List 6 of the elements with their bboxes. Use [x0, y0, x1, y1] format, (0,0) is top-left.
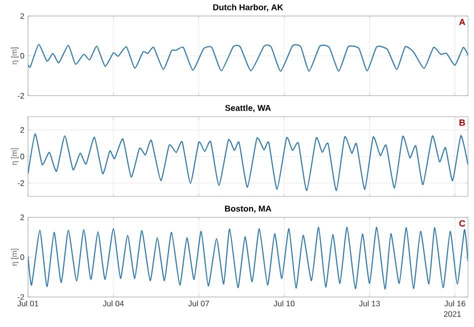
- annotation: A: [459, 18, 466, 26]
- chart-title: Dutch Harbor, AK: [213, 4, 284, 12]
- chart-title: Boston, MA: [225, 206, 272, 213]
- annotation: B: [460, 120, 466, 126]
- chart-title: Seattle, WA: [225, 104, 271, 112]
- annotation: C: [459, 220, 466, 227]
